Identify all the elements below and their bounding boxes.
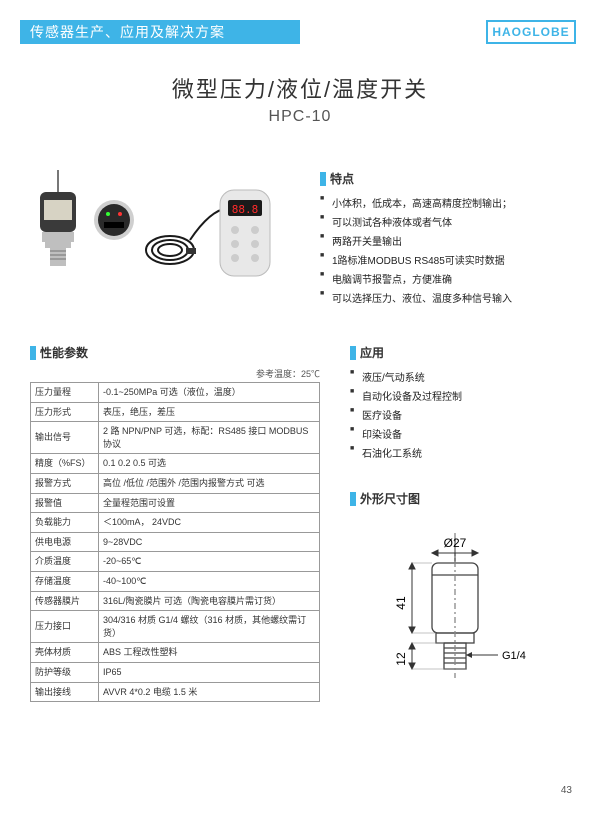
spec-key: 介质温度	[31, 552, 99, 572]
spec-key: 输出接线	[31, 682, 99, 702]
page-title-block: 微型压力/液位/温度开关 HPC-10	[0, 72, 600, 126]
spec-key: 防护等级	[31, 662, 99, 682]
product-illustration: 88.8	[30, 170, 280, 290]
spec-key: 精度（%FS）	[31, 454, 99, 474]
spec-value: -20~65℃	[99, 552, 320, 572]
spec-value: 高位 /低位 /范围外 /范围内报警方式 可选	[99, 473, 320, 493]
spec-key: 壳体材质	[31, 643, 99, 663]
spec-key: 传感器膜片	[31, 591, 99, 611]
spec-value: AVVR 4*0.2 电缆 1.5 米	[99, 682, 320, 702]
spec-row: 介质温度-20~65℃	[31, 552, 320, 572]
specs-section: 性能参数 参考温度：25℃ 压力量程-0.1~250MPa 可选（液位，温度）压…	[30, 344, 320, 702]
brand-logo: HAOGLOBE	[486, 20, 576, 44]
spec-row: 壳体材质ABS 工程改性塑料	[31, 643, 320, 663]
spec-row: 压力形式表压，绝压，差压	[31, 402, 320, 422]
features-section: 特点 小体积，低成本，高速高精度控制输出； 可以测试各种液体或者气体 两路开关量…	[320, 170, 570, 307]
spec-row: 供电电源9~28VDC	[31, 532, 320, 552]
dimensions-section: 外形尺寸图 Ø27	[350, 490, 570, 716]
spec-row: 输出接线AVVR 4*0.2 电缆 1.5 米	[31, 682, 320, 702]
spec-row: 精度（%FS）0.1 0.2 0.5 可选	[31, 454, 320, 474]
spec-key: 压力形式	[31, 402, 99, 422]
spec-key: 输出信号	[31, 422, 99, 454]
page-subtitle: HPC-10	[0, 108, 600, 126]
spec-key: 压力接口	[31, 611, 99, 643]
application-item: 医疗设备	[350, 405, 570, 424]
spec-row: 传感器膜片316L/陶瓷膜片 可选（陶瓷电容膜片需订货）	[31, 591, 320, 611]
feature-item: 可以测试各种液体或者气体	[320, 212, 570, 231]
dimension-drawing: Ø27 41 12 G1/4	[350, 533, 560, 713]
spec-value: 316L/陶瓷膜片 可选（陶瓷电容膜片需订货）	[99, 591, 320, 611]
spec-row: 报警方式高位 /低位 /范围外 /范围内报警方式 可选	[31, 473, 320, 493]
feature-item: 电脑调节报警点，方便准确	[320, 269, 570, 288]
dim-thread-label: G1/4	[502, 650, 526, 662]
dim-height-body: 41	[394, 596, 408, 610]
feature-item: 1路标准MODBUS RS485可读实时数据	[320, 250, 570, 269]
applications-heading: 应用	[350, 344, 570, 361]
spec-row: 存储温度-40~100℃	[31, 571, 320, 591]
spec-key: 报警方式	[31, 473, 99, 493]
spec-value: 304/316 材质 G1/4 螺纹（316 材质，其他螺纹需订货）	[99, 611, 320, 643]
specs-table: 压力量程-0.1~250MPa 可选（液位，温度）压力形式表压，绝压，差压输出信…	[30, 382, 320, 702]
application-item: 自动化设备及过程控制	[350, 386, 570, 405]
spec-value: IP65	[99, 662, 320, 682]
feature-item: 可以选择压力、液位、温度多种信号输入	[320, 288, 570, 307]
spec-value: 全量程范围可设置	[99, 493, 320, 513]
reference-temperature: 参考温度：25℃	[30, 367, 320, 380]
spec-key: 存储温度	[31, 571, 99, 591]
spec-key: 报警值	[31, 493, 99, 513]
spec-row: 输出信号2 路 NPN/PNP 可选，标配：RS485 接口 MODBUS协议	[31, 422, 320, 454]
spec-row: 负载能力＜100mA， 24VDC	[31, 513, 320, 533]
spec-value: ABS 工程改性塑料	[99, 643, 320, 663]
page-title: 微型压力/液位/温度开关	[0, 72, 600, 104]
spec-value: 9~28VDC	[99, 532, 320, 552]
spec-key: 压力量程	[31, 383, 99, 403]
spec-value: 2 路 NPN/PNP 可选，标配：RS485 接口 MODBUS协议	[99, 422, 320, 454]
application-item: 石油化工系统	[350, 443, 570, 462]
spec-row: 压力量程-0.1~250MPa 可选（液位，温度）	[31, 383, 320, 403]
features-heading: 特点	[320, 170, 570, 187]
feature-item: 两路开关量输出	[320, 231, 570, 250]
spec-row: 防护等级IP65	[31, 662, 320, 682]
spec-value: ＜100mA， 24VDC	[99, 513, 320, 533]
application-item: 印染设备	[350, 424, 570, 443]
page-number: 43	[561, 785, 572, 796]
spec-value: 0.1 0.2 0.5 可选	[99, 454, 320, 474]
spec-value: 表压，绝压，差压	[99, 402, 320, 422]
dim-diameter: Ø27	[444, 536, 467, 550]
features-list: 小体积，低成本，高速高精度控制输出； 可以测试各种液体或者气体 两路开关量输出 …	[320, 193, 570, 307]
applications-list: 液压/气动系统 自动化设备及过程控制 医疗设备 印染设备 石油化工系统	[350, 367, 570, 462]
dim-height-thread: 12	[394, 652, 408, 666]
application-item: 液压/气动系统	[350, 367, 570, 386]
header-banner: 传感器生产、应用及解决方案	[20, 20, 300, 44]
feature-item: 小体积，低成本，高速高精度控制输出；	[320, 193, 570, 212]
spec-value: -40~100℃	[99, 571, 320, 591]
spec-key: 负载能力	[31, 513, 99, 533]
spec-row: 报警值全量程范围可设置	[31, 493, 320, 513]
applications-section: 应用 液压/气动系统 自动化设备及过程控制 医疗设备 印染设备 石油化工系统	[350, 344, 570, 462]
spec-value: -0.1~250MPa 可选（液位，温度）	[99, 383, 320, 403]
spec-key: 供电电源	[31, 532, 99, 552]
specs-heading: 性能参数	[30, 344, 320, 361]
dimensions-heading: 外形尺寸图	[350, 490, 570, 507]
svg-text:88.8: 88.8	[232, 203, 259, 216]
spec-row: 压力接口304/316 材质 G1/4 螺纹（316 材质，其他螺纹需订货）	[31, 611, 320, 643]
